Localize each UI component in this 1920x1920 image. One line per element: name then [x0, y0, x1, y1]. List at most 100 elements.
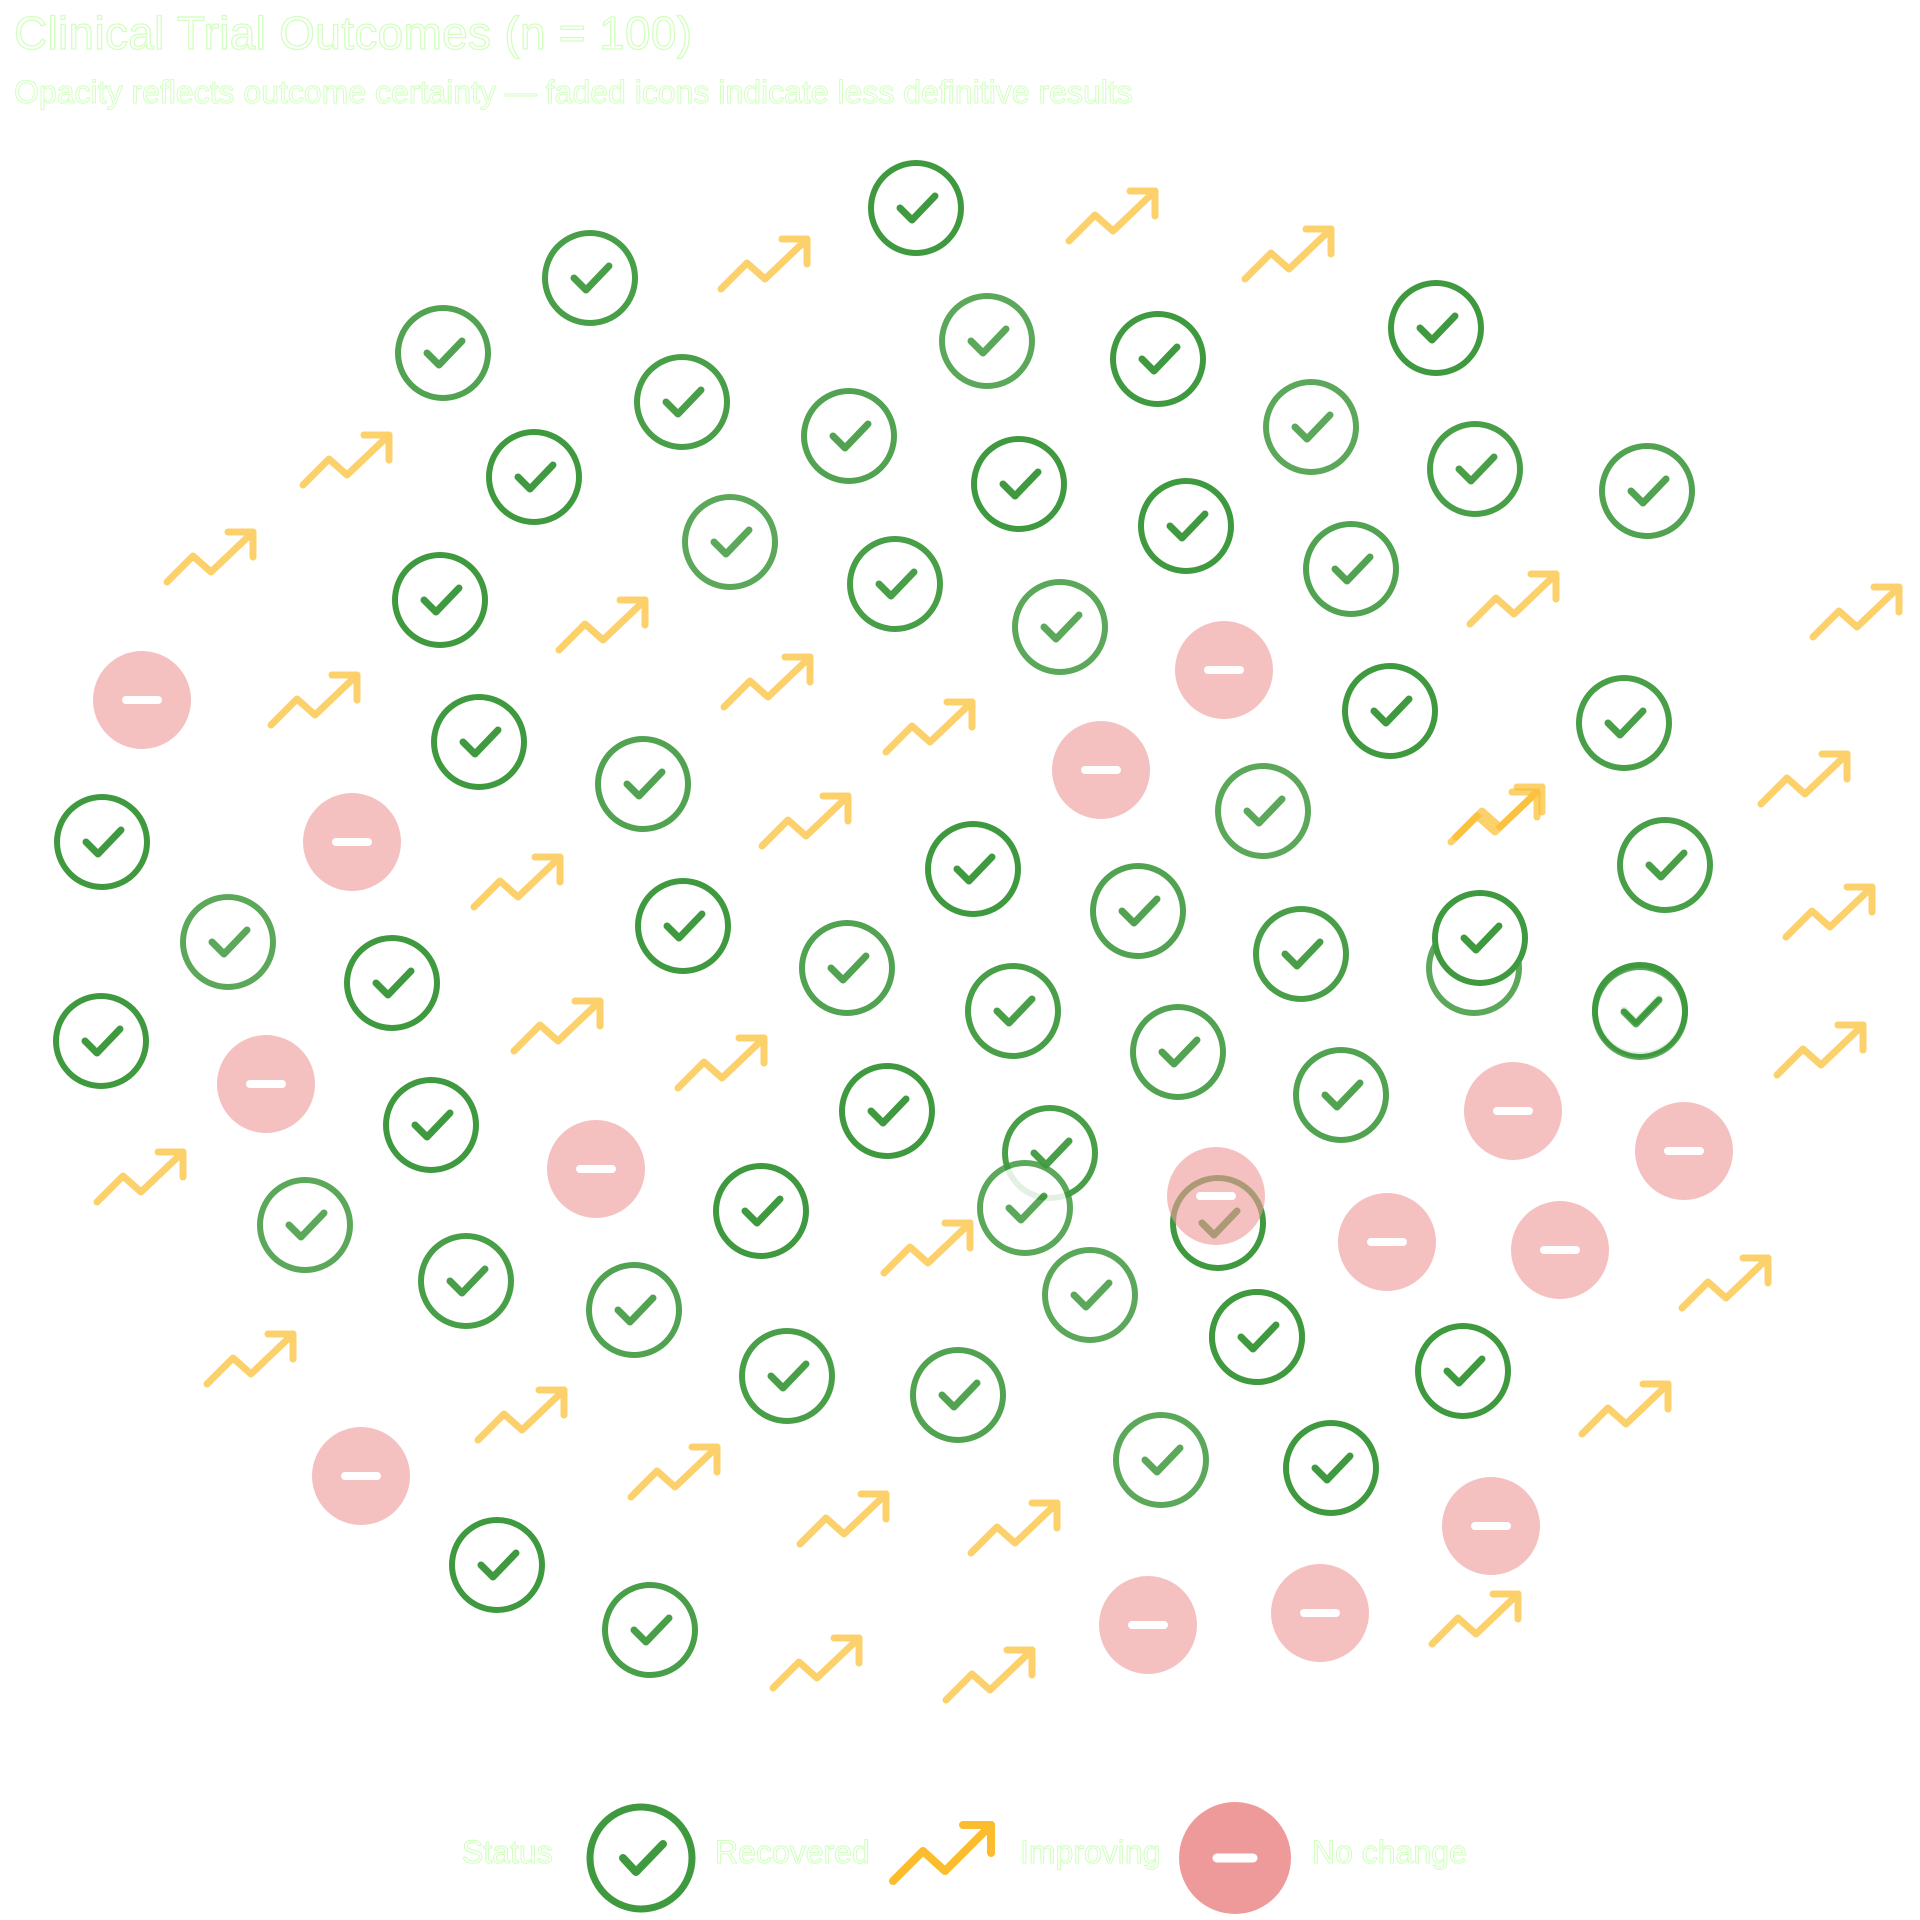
trending-up-icon — [163, 528, 257, 586]
check-circle-icon — [739, 1328, 835, 1424]
trending-up-icon — [674, 1034, 768, 1092]
check-circle-icon — [1303, 521, 1399, 617]
minus-circle-icon — [1099, 1576, 1197, 1674]
trending-up-icon — [1757, 750, 1851, 808]
check-circle-icon — [431, 694, 527, 790]
trending-up-icon — [942, 1646, 1036, 1704]
minus-circle-icon — [1052, 721, 1150, 819]
check-circle-icon — [1138, 478, 1234, 574]
trending-up-icon — [1241, 225, 1335, 283]
check-circle-icon — [1130, 1004, 1226, 1100]
trending-up-icon — [967, 1499, 1061, 1557]
trending-up-icon — [93, 1148, 187, 1206]
minus-circle-icon — [1271, 1564, 1369, 1662]
trending-up-icon — [1065, 187, 1159, 245]
check-circle-icon — [868, 160, 964, 256]
trending-up-icon — [1578, 1380, 1672, 1438]
check-circle-icon — [1263, 379, 1359, 475]
check-circle-icon — [602, 1582, 698, 1678]
trending-up-icon — [880, 1219, 974, 1277]
check-circle-icon — [418, 1233, 514, 1329]
minus-circle-icon — [1175, 621, 1273, 719]
trending-up-icon — [1678, 1254, 1772, 1312]
trending-up-icon — [510, 997, 604, 1055]
trending-up-icon — [720, 653, 814, 711]
check-circle-icon — [682, 494, 778, 590]
trending-up-icon — [470, 853, 564, 911]
minus-circle-icon — [1464, 1062, 1562, 1160]
check-circle-icon — [910, 1347, 1006, 1443]
minus-circle-icon — [547, 1120, 645, 1218]
check-circle-icon — [1209, 1289, 1305, 1385]
check-circle-icon — [344, 935, 440, 1031]
check-circle-icon — [486, 429, 582, 525]
trending-up-icon — [627, 1443, 721, 1501]
trending-up-icon — [1773, 1021, 1867, 1079]
check-circle-icon — [965, 963, 1061, 1059]
check-circle-icon — [1415, 1323, 1511, 1419]
check-circle-icon — [392, 552, 488, 648]
check-circle-icon — [449, 1517, 545, 1613]
check-circle-icon — [1253, 906, 1349, 1002]
trending-up-icon — [1466, 570, 1560, 628]
check-circle-icon — [395, 305, 491, 401]
trending-up-icon — [555, 596, 649, 654]
legend-title: Status — [462, 1834, 554, 1871]
trending-up-icon — [796, 1490, 890, 1548]
check-circle-icon — [1599, 443, 1695, 539]
trending-up-icon — [1782, 883, 1876, 941]
check-circle-icon — [925, 821, 1021, 917]
check-circle-icon — [1110, 311, 1206, 407]
legend: Status Recovered Improving No change — [0, 1796, 1920, 1916]
check-circle-icon — [1090, 863, 1186, 959]
icon-scatter-plot — [53, 160, 1903, 1704]
check-circle-icon — [1427, 421, 1523, 517]
check-circle-icon — [383, 1077, 479, 1173]
trending-up-icon — [1428, 1590, 1522, 1648]
check-circle-icon — [1113, 1412, 1209, 1508]
minus-circle-icon — [1179, 1802, 1291, 1914]
check-circle-icon — [713, 1163, 809, 1259]
check-circle-icon — [257, 1177, 353, 1273]
minus-circle-icon — [1338, 1193, 1436, 1291]
minus-circle-icon — [1511, 1201, 1609, 1299]
check-circle-icon — [1012, 579, 1108, 675]
check-circle-icon — [1042, 1247, 1138, 1343]
legend-label-no-change: No change — [1312, 1834, 1468, 1871]
check-circle-icon — [971, 436, 1067, 532]
check-circle-icon — [799, 920, 895, 1016]
trending-up-icon — [299, 431, 393, 489]
check-circle-icon — [634, 354, 730, 450]
trending-up-icon — [203, 1330, 297, 1388]
minus-circle-icon — [312, 1427, 410, 1525]
trending-up-icon — [1809, 583, 1903, 641]
check-circle-icon — [180, 894, 276, 990]
check-circle-icon — [839, 1063, 935, 1159]
check-circle-icon — [635, 878, 731, 974]
legend-label-improving: Improving — [1020, 1834, 1161, 1871]
check-circle-icon — [1283, 1420, 1379, 1516]
check-circle-icon — [1576, 675, 1672, 771]
chart-title: Clinical Trial Outcomes (n = 100) — [13, 6, 693, 59]
check-circle-icon — [1432, 890, 1528, 986]
minus-circle-icon — [1635, 1102, 1733, 1200]
minus-circle-icon — [93, 651, 191, 749]
check-circle-icon — [542, 230, 638, 326]
minus-circle-icon — [303, 793, 401, 891]
legend-label-recovered: Recovered — [715, 1834, 871, 1871]
trending-up-icon — [758, 792, 852, 850]
check-circle-icon — [801, 388, 897, 484]
check-circle-icon — [939, 293, 1035, 389]
check-circle-icon — [977, 1160, 1073, 1256]
check-circle-icon — [1388, 280, 1484, 376]
trending-up-icon — [889, 1821, 995, 1885]
check-circle-icon — [1617, 817, 1713, 913]
chart-subtitle: Opacity reflects outcome certainty — fad… — [14, 74, 1134, 111]
check-circle-icon — [586, 1262, 682, 1358]
check-circle-icon — [54, 794, 150, 890]
check-circle-icon — [1592, 964, 1688, 1060]
minus-circle-icon — [1442, 1477, 1540, 1575]
check-circle-icon — [53, 993, 149, 1089]
check-circle-icon — [595, 736, 691, 832]
trending-up-icon — [882, 698, 976, 756]
